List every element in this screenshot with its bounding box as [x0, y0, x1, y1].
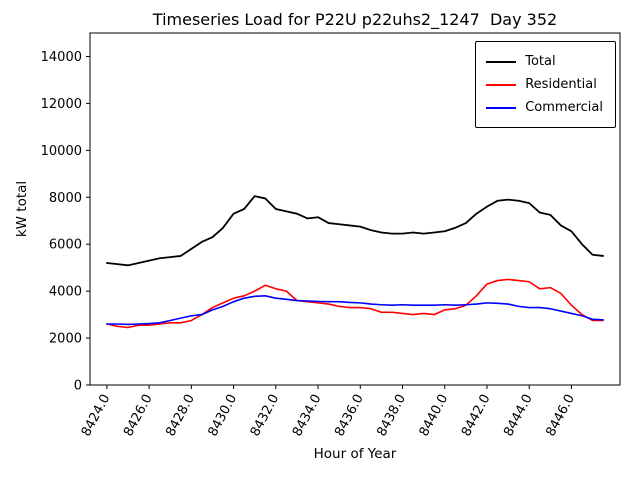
y-tick-label: 8000 — [49, 191, 82, 206]
x-tick-label: 8438.0 — [374, 392, 409, 439]
series-line-residential — [106, 278, 604, 329]
y-tick-label: 2000 — [49, 332, 82, 347]
legend-item: Residential — [486, 73, 603, 96]
x-axis-label: Hour of Year — [313, 446, 397, 462]
legend-swatch — [486, 60, 517, 63]
legend-swatch — [486, 106, 517, 109]
y-tick-label: 6000 — [49, 238, 82, 253]
y-tick-label: 12000 — [41, 97, 82, 112]
legend-label: Residential — [525, 77, 597, 92]
legend-item: Total — [486, 50, 603, 73]
series-line-total — [105, 195, 605, 267]
series-line-commercial — [106, 295, 604, 326]
plot-border — [89, 32, 621, 386]
y-tick-label: 4000 — [49, 285, 82, 300]
chart-title: Timeseries Load for P22U p22uhs2_1247 Da… — [152, 10, 558, 29]
legend-label: Total — [525, 54, 556, 69]
legend-swatch — [486, 83, 517, 86]
x-tick-label: 8436.0 — [332, 392, 367, 439]
x-tick-label: 8444.0 — [501, 392, 536, 439]
legend: Total Residential Commercial — [475, 41, 616, 128]
x-tick-label: 8426.0 — [121, 392, 156, 439]
y-tick-label: 10000 — [41, 144, 82, 159]
x-tick-label: 8428.0 — [163, 392, 198, 439]
y-tick-label: 0 — [74, 379, 82, 394]
x-tick-label: 8430.0 — [206, 392, 241, 439]
y-axis-label: kW total — [14, 180, 30, 238]
x-tick-label: 8446.0 — [543, 392, 578, 439]
legend-label: Commercial — [525, 100, 603, 115]
x-tick-label: 8424.0 — [79, 392, 114, 439]
x-tick-label: 8434.0 — [290, 392, 325, 439]
x-tick-label: 8442.0 — [459, 392, 494, 439]
x-tick-label: 8440.0 — [417, 392, 452, 439]
y-tick-label: 14000 — [41, 50, 82, 65]
x-tick-label: 8432.0 — [248, 392, 283, 439]
legend-item: Commercial — [486, 96, 603, 119]
